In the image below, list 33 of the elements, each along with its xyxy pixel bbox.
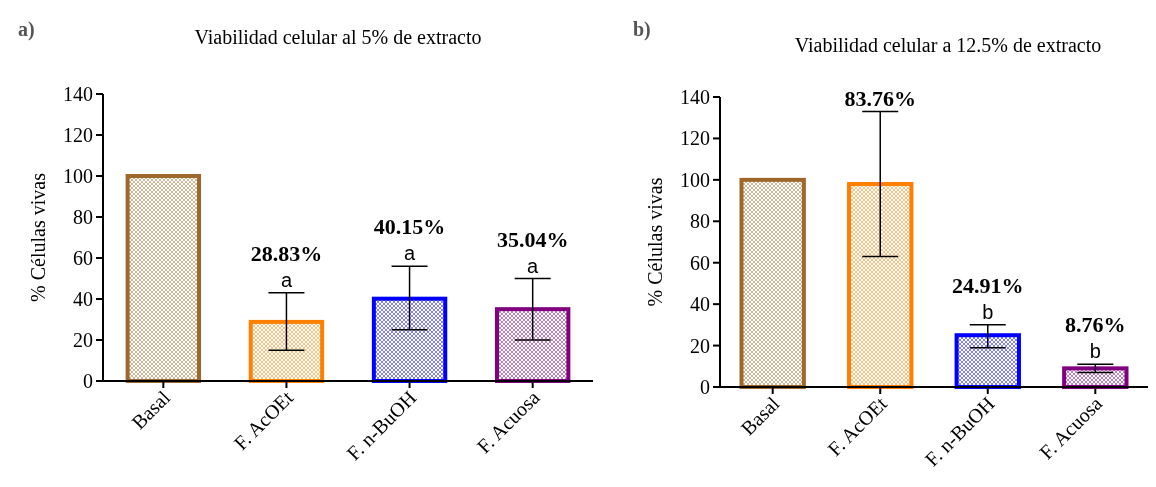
annotation: a — [527, 254, 540, 277]
y-axis-title: % Células vivas — [644, 177, 666, 307]
annotation: 83.76% — [844, 85, 916, 111]
annotation: b — [1089, 340, 1101, 363]
y-tick-label: 140 — [63, 83, 93, 105]
y-tick-label: 120 — [680, 127, 710, 150]
chart-title: Viabilidad celular a 12.5% de extracto — [794, 34, 1102, 56]
annotation: a — [404, 242, 416, 265]
y-tick-label: 40 — [690, 293, 710, 316]
annotation: a — [280, 268, 293, 291]
annotation: b — [982, 300, 994, 323]
y-tick-label: 0 — [83, 370, 93, 392]
annotation: 40.15% — [373, 214, 446, 240]
annotation: 28.83% — [250, 240, 323, 266]
y-tick-label: 60 — [690, 251, 710, 274]
y-tick-label: 20 — [690, 334, 710, 357]
annotation: 24.91% — [952, 272, 1024, 298]
y-tick-label: 40 — [73, 288, 93, 310]
y-axis-title: % Células vivas — [27, 172, 49, 302]
y-tick-label: 100 — [680, 168, 710, 191]
y-tick-label: 100 — [63, 165, 93, 187]
y-tick-label: 0 — [700, 376, 710, 398]
y-tick-label: 80 — [73, 206, 93, 228]
chart-title: Viabilidad celular al 5% de extracto — [194, 26, 482, 48]
y-tick-label: 20 — [73, 329, 93, 351]
y-tick-label: 120 — [63, 124, 93, 146]
y-tick-label: 60 — [73, 247, 93, 269]
annotation: 8.76% — [1065, 312, 1126, 338]
text: a) — [18, 18, 35, 41]
text: b) — [633, 18, 651, 41]
y-tick-label: 140 — [680, 86, 710, 108]
annotation: 35.04% — [496, 226, 569, 252]
y-tick-label: 80 — [690, 210, 710, 233]
